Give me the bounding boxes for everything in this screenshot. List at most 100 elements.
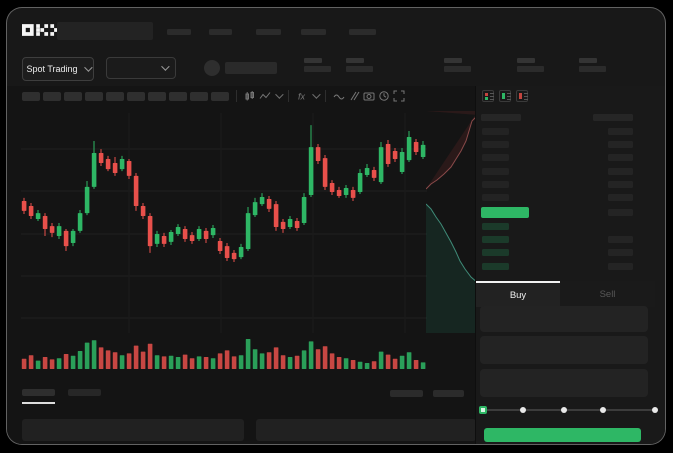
ask-amount-placeholder[interactable] <box>608 180 633 188</box>
bid-amount-placeholder[interactable] <box>608 249 633 256</box>
active-tab-underline <box>22 402 55 404</box>
ask-amount-placeholder[interactable] <box>608 194 633 201</box>
interval-chip[interactable] <box>64 91 82 101</box>
interval-chip[interactable] <box>43 91 61 101</box>
chart-toolbar: fx <box>22 89 405 103</box>
buy-submit-button[interactable] <box>484 428 641 442</box>
orderbook-view-all-icon[interactable] <box>482 90 494 102</box>
amount-percent-slider[interactable] <box>479 404 658 416</box>
last-price-bar[interactable] <box>481 207 529 218</box>
bid-price-placeholder[interactable] <box>482 263 509 270</box>
slider-track <box>485 409 653 411</box>
nav-item-placeholder[interactable] <box>209 29 232 35</box>
search-placeholder[interactable] <box>57 22 153 40</box>
interval-chip[interactable] <box>106 91 124 101</box>
ask-amount-placeholder[interactable] <box>608 141 633 149</box>
stat-value-placeholder <box>444 66 471 72</box>
interval-chip[interactable] <box>190 91 208 101</box>
chart-column <box>7 86 475 444</box>
tab-buy[interactable]: Buy <box>476 281 560 307</box>
bottom-action-placeholder[interactable] <box>390 390 423 397</box>
nav-item-placeholder[interactable] <box>256 29 281 35</box>
bid-amount-placeholder[interactable] <box>608 263 633 270</box>
svg-text:fx: fx <box>298 92 306 102</box>
ask-mark <box>519 93 522 99</box>
bottom-tab[interactable] <box>68 389 101 396</box>
top-nav-bar <box>7 8 665 52</box>
pair-coin-icon <box>204 60 220 76</box>
ask-amount-placeholder[interactable] <box>608 167 633 175</box>
slider-stop[interactable] <box>652 407 658 413</box>
ask-price-placeholder[interactable] <box>482 194 509 201</box>
orders-panel-placeholder <box>256 419 476 441</box>
stat-value-placeholder <box>304 66 331 72</box>
bid-amount-placeholder[interactable] <box>608 236 633 243</box>
order-input-field[interactable] <box>480 306 648 332</box>
ask-mark <box>485 93 488 96</box>
pair-name-placeholder[interactable] <box>225 62 277 74</box>
pair-dropdown[interactable] <box>106 57 176 79</box>
ask-price-placeholder[interactable] <box>482 141 509 149</box>
bid-price-placeholder[interactable] <box>482 249 509 256</box>
interval-chip[interactable] <box>211 91 229 101</box>
order-input-field[interactable] <box>480 336 648 364</box>
stat-label-placeholder <box>304 58 322 63</box>
interval-chip[interactable] <box>169 91 187 101</box>
bid-price-placeholder[interactable] <box>482 236 509 243</box>
screenshot-icon[interactable] <box>363 90 375 102</box>
chevron-down-icon <box>312 90 321 99</box>
okx-logo[interactable] <box>22 23 62 37</box>
bid-price-placeholder[interactable] <box>482 223 509 230</box>
interval-chip[interactable] <box>85 91 103 101</box>
slider-stop[interactable] <box>600 407 607 413</box>
candlestick-chart[interactable] <box>21 113 427 333</box>
orders-panel-placeholder <box>22 419 244 441</box>
market-type-label: Spot Trading <box>26 64 78 74</box>
tab-sell[interactable]: Sell <box>560 281 655 307</box>
ask-price-placeholder[interactable] <box>482 128 509 135</box>
stat-value-placeholder <box>579 66 606 72</box>
nav-item-placeholder[interactable] <box>349 29 376 35</box>
line-tools-icon[interactable] <box>333 90 345 102</box>
volume-chart <box>21 337 427 369</box>
settings-icon[interactable] <box>378 90 390 102</box>
toolbar-divider <box>325 90 326 102</box>
orderbook-header-price <box>481 114 521 121</box>
ask-amount-placeholder[interactable] <box>608 154 633 162</box>
ask-price-placeholder[interactable] <box>482 154 509 162</box>
order-input-field[interactable] <box>480 369 648 397</box>
orderbook-view-bids-icon[interactable] <box>499 90 511 102</box>
slider-stop[interactable] <box>560 407 567 413</box>
interval-chip[interactable] <box>127 91 145 101</box>
trade-side-panel: Buy Sell <box>475 86 665 444</box>
interval-chip[interactable] <box>22 91 40 101</box>
depth-overlay-chart <box>426 111 478 333</box>
nav-item-placeholder[interactable] <box>167 29 191 35</box>
bottom-action-placeholder[interactable] <box>433 390 464 397</box>
bottom-tab-active[interactable] <box>22 389 55 396</box>
orderbook-view-asks-icon[interactable] <box>516 90 528 102</box>
interval-chip[interactable] <box>148 91 166 101</box>
ask-price-placeholder[interactable] <box>482 180 509 188</box>
nav-item-placeholder[interactable] <box>301 29 326 35</box>
chevron-down-icon <box>83 63 93 72</box>
slider-stop[interactable] <box>479 406 487 414</box>
chevron-down-icon <box>161 62 170 71</box>
app-window: Spot Trading fx <box>6 7 666 445</box>
market-bar: Spot Trading <box>7 52 665 86</box>
stat-label-placeholder <box>346 58 364 63</box>
slider-stop[interactable] <box>519 407 526 413</box>
compare-icon[interactable] <box>348 90 360 102</box>
ask-amount-placeholder[interactable] <box>608 128 633 135</box>
stat-value-placeholder <box>517 66 544 72</box>
chart-type-icon[interactable] <box>259 90 271 102</box>
chevron-down-icon <box>275 90 284 99</box>
fullscreen-icon[interactable] <box>393 90 405 102</box>
stat-label-placeholder <box>517 58 535 63</box>
indicators-icon[interactable]: fx <box>296 90 308 102</box>
stat-label-placeholder <box>579 58 597 63</box>
market-type-selector[interactable]: Spot Trading <box>22 57 94 81</box>
interval-icon[interactable] <box>244 90 256 102</box>
amount-placeholder <box>608 209 633 216</box>
ask-price-placeholder[interactable] <box>482 167 509 175</box>
